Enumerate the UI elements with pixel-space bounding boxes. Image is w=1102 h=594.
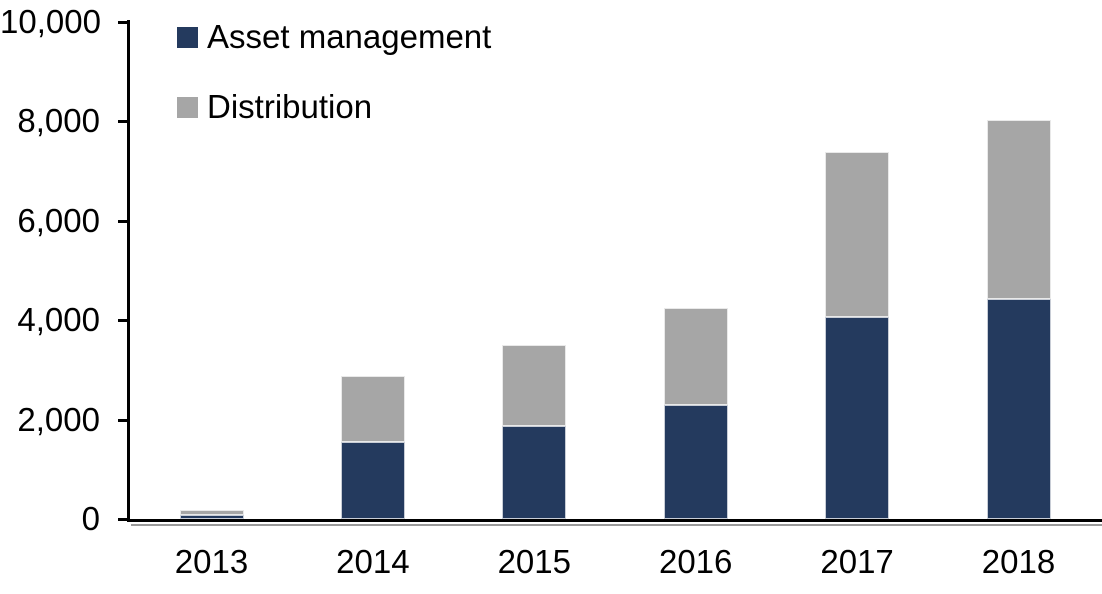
y-tick-label: 8,000 xyxy=(17,102,100,140)
y-axis-tick xyxy=(118,219,127,223)
x-axis-line xyxy=(127,519,1102,522)
x-tick-label-2015: 2015 xyxy=(497,543,571,580)
y-axis-line xyxy=(127,20,130,522)
bar-segment-2014-asset-management xyxy=(340,441,405,519)
y-tick-label: 2,000 xyxy=(17,400,100,438)
y-axis-tick xyxy=(118,319,127,323)
x-tick-label-2014: 2014 xyxy=(336,543,410,580)
legend-item-asset-management: Asset management xyxy=(177,20,491,54)
legend-label-distribution: Distribution xyxy=(207,88,373,125)
bar-segment-2015-asset-management xyxy=(502,425,567,519)
legend-item-distribution: Distribution xyxy=(177,90,491,124)
legend-swatch-asset-management xyxy=(177,26,198,48)
y-tick-label: 6,000 xyxy=(17,201,100,239)
y-axis-tick xyxy=(118,21,127,24)
y-tick-label: 0 xyxy=(81,500,100,537)
y-axis-tick xyxy=(118,120,127,124)
y-axis-tick xyxy=(118,418,127,422)
bar-segment-2014-distribution xyxy=(340,376,405,442)
chart-legend: Asset management Distribution xyxy=(177,20,491,124)
x-axis-shadow-line xyxy=(131,524,1102,526)
bar-segment-2017-asset-management xyxy=(825,317,890,519)
x-tick-label-2016: 2016 xyxy=(658,543,733,580)
x-tick-label-2018: 2018 xyxy=(981,543,1056,580)
x-tick-label-2017: 2017 xyxy=(820,543,894,580)
y-tick-label: 4,000 xyxy=(17,301,100,339)
bar-segment-2016-distribution xyxy=(663,307,728,405)
bar-segment-2017-distribution xyxy=(825,151,890,318)
y-axis-tick xyxy=(118,518,127,521)
y-tick-label: 10,000 xyxy=(0,3,101,40)
bar-segment-2013-distribution xyxy=(179,510,244,516)
bar-segment-2013-asset-management xyxy=(179,515,244,519)
bar-segment-2018-distribution xyxy=(986,119,1051,299)
x-tick-label-2013: 2013 xyxy=(174,543,249,580)
bar-segment-2016-asset-management xyxy=(663,404,728,519)
bar-segment-2015-distribution xyxy=(502,345,567,426)
legend-swatch-distribution xyxy=(177,96,198,118)
bar-segment-2018-asset-management xyxy=(986,298,1051,519)
legend-label-asset-management: Asset management xyxy=(207,18,492,55)
